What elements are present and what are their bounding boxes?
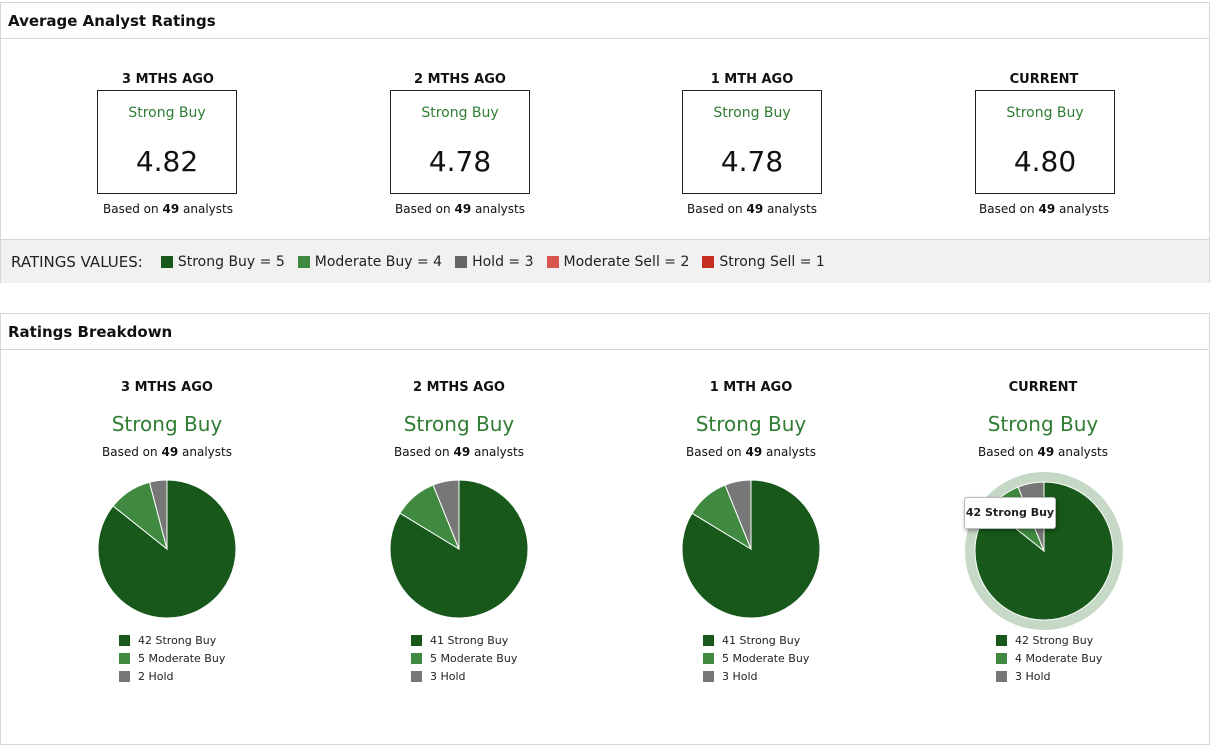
hold-swatch bbox=[996, 670, 1007, 682]
ratings-value-hold: Hold = 3 bbox=[455, 254, 534, 270]
avg-based-3m: Based on 49 analysts bbox=[103, 202, 233, 216]
avg-box-3m: Strong Buy 4.82 bbox=[97, 90, 237, 194]
strong-buy-swatch bbox=[160, 255, 173, 268]
pie-legend-1m: 41 Strong Buy 5 Moderate Buy 3 Hold bbox=[703, 631, 809, 685]
pie-slice-strong-buy[interactable] bbox=[97, 479, 237, 619]
avg-label-1m: Strong Buy bbox=[713, 105, 791, 121]
pie-slice-strong-buy[interactable] bbox=[974, 481, 1114, 621]
pie-legend-item[interactable]: 5 Moderate Buy bbox=[411, 649, 517, 667]
ratings-breakdown-title: Ratings Breakdown bbox=[1, 314, 1209, 350]
avg-based-current: Based on 49 analysts bbox=[979, 202, 1109, 216]
ratings-values-title: RATINGS VALUES: bbox=[11, 252, 143, 271]
pie-legend-item[interactable]: 3 Hold bbox=[703, 667, 809, 685]
bd-period-3m: 3 MTHS AGO bbox=[121, 380, 213, 395]
pie-slice-hold[interactable] bbox=[724, 479, 752, 550]
pie-legend-item[interactable]: 41 Strong Buy bbox=[703, 631, 809, 649]
pie-legend-3m: 42 Strong Buy 5 Moderate Buy 2 Hold bbox=[119, 631, 225, 685]
pie-chart-3m bbox=[97, 479, 237, 619]
avg-based-2m: Based on 49 analysts bbox=[395, 202, 525, 216]
pie-legend-item[interactable]: 42 Strong Buy bbox=[119, 631, 225, 649]
hold-swatch bbox=[703, 670, 714, 682]
avg-score-2m: 4.78 bbox=[428, 145, 492, 178]
strong-sell-swatch bbox=[702, 255, 715, 268]
moderate-buy-swatch bbox=[297, 255, 310, 268]
moderate-sell-swatch bbox=[546, 255, 559, 268]
bd-period-2m: 2 MTHS AGO bbox=[413, 380, 505, 395]
pie-slice-hold[interactable] bbox=[148, 479, 168, 550]
pie-legend-item[interactable]: 41 Strong Buy bbox=[411, 631, 517, 649]
ratings-value-strong-sell: Strong Sell = 1 bbox=[702, 254, 825, 270]
bd-period-1m: 1 MTH AGO bbox=[709, 380, 793, 395]
strong-buy-swatch bbox=[119, 634, 130, 646]
avg-period-current: CURRENT bbox=[1009, 72, 1079, 87]
pie-legend-item[interactable]: 3 Hold bbox=[996, 667, 1102, 685]
pie-chart-2m bbox=[389, 479, 529, 619]
hold-swatch bbox=[119, 670, 130, 682]
avg-period-1m: 1 MTH AGO bbox=[710, 72, 794, 87]
bd-label-1m: Strong Buy bbox=[695, 412, 807, 436]
strong-buy-swatch bbox=[411, 634, 422, 646]
avg-period-2m: 2 MTHS AGO bbox=[414, 72, 506, 87]
avg-box-2m: Strong Buy 4.78 bbox=[390, 90, 530, 194]
pie-legend-item[interactable]: 3 Hold bbox=[411, 667, 517, 685]
strong-buy-swatch bbox=[996, 634, 1007, 646]
pie-chart-1m bbox=[681, 479, 821, 619]
pie-legend-item[interactable]: 5 Moderate Buy bbox=[703, 649, 809, 667]
moderate-buy-swatch bbox=[411, 652, 422, 664]
pie-legend-item[interactable]: 4 Moderate Buy bbox=[996, 649, 1102, 667]
bd-based-2m: Based on 49 analysts bbox=[394, 445, 524, 459]
pie-chart-current bbox=[965, 472, 1123, 630]
ratings-value-moderate-sell: Moderate Sell = 2 bbox=[546, 254, 689, 270]
avg-label-3m: Strong Buy bbox=[128, 105, 206, 121]
ratings-values-legend: RATINGS VALUES: Strong Buy = 5 Moderate … bbox=[1, 239, 1209, 283]
pie-legend-item[interactable]: 5 Moderate Buy bbox=[119, 649, 225, 667]
avg-box-1m: Strong Buy 4.78 bbox=[682, 90, 822, 194]
avg-score-3m: 4.82 bbox=[135, 145, 199, 178]
avg-based-1m: Based on 49 analysts bbox=[687, 202, 817, 216]
avg-label-2m: Strong Buy bbox=[421, 105, 499, 121]
pie-legend-item[interactable]: 42 Strong Buy bbox=[996, 631, 1102, 649]
bd-based-3m: Based on 49 analysts bbox=[102, 445, 232, 459]
pie-legend-item[interactable]: 2 Hold bbox=[119, 667, 225, 685]
moderate-buy-swatch bbox=[703, 652, 714, 664]
moderate-buy-swatch bbox=[996, 652, 1007, 664]
bd-label-2m: Strong Buy bbox=[403, 412, 515, 436]
pie-tooltip: 42 Strong Buy bbox=[964, 497, 1056, 529]
pie-slice-hold[interactable] bbox=[432, 479, 460, 550]
ratings-value-moderate-buy: Moderate Buy = 4 bbox=[297, 254, 442, 270]
avg-score-current: 4.80 bbox=[1013, 145, 1077, 178]
hold-swatch bbox=[455, 255, 468, 268]
avg-period-3m: 3 MTHS AGO bbox=[122, 72, 214, 87]
pie-legend-2m: 41 Strong Buy 5 Moderate Buy 3 Hold bbox=[411, 631, 517, 685]
pie-legend-current: 42 Strong Buy 4 Moderate Buy 3 Hold bbox=[996, 631, 1102, 685]
average-ratings-title: Average Analyst Ratings bbox=[1, 3, 1209, 39]
bd-period-current: CURRENT bbox=[1008, 380, 1078, 395]
bd-label-3m: Strong Buy bbox=[111, 412, 223, 436]
strong-buy-swatch bbox=[703, 634, 714, 646]
average-ratings-panel: Average Analyst Ratings 3 MTHS AGO Stron… bbox=[0, 2, 1210, 283]
bd-based-1m: Based on 49 analysts bbox=[686, 445, 816, 459]
pie-hover-ring bbox=[965, 472, 1123, 630]
moderate-buy-swatch bbox=[119, 652, 130, 664]
ratings-value-strong-buy: Strong Buy = 5 bbox=[160, 254, 285, 270]
bd-label-current: Strong Buy bbox=[987, 412, 1099, 436]
avg-score-1m: 4.78 bbox=[720, 145, 784, 178]
bd-based-current: Based on 49 analysts bbox=[978, 445, 1108, 459]
avg-label-current: Strong Buy bbox=[1006, 105, 1084, 121]
hold-swatch bbox=[411, 670, 422, 682]
avg-box-current: Strong Buy 4.80 bbox=[975, 90, 1115, 194]
